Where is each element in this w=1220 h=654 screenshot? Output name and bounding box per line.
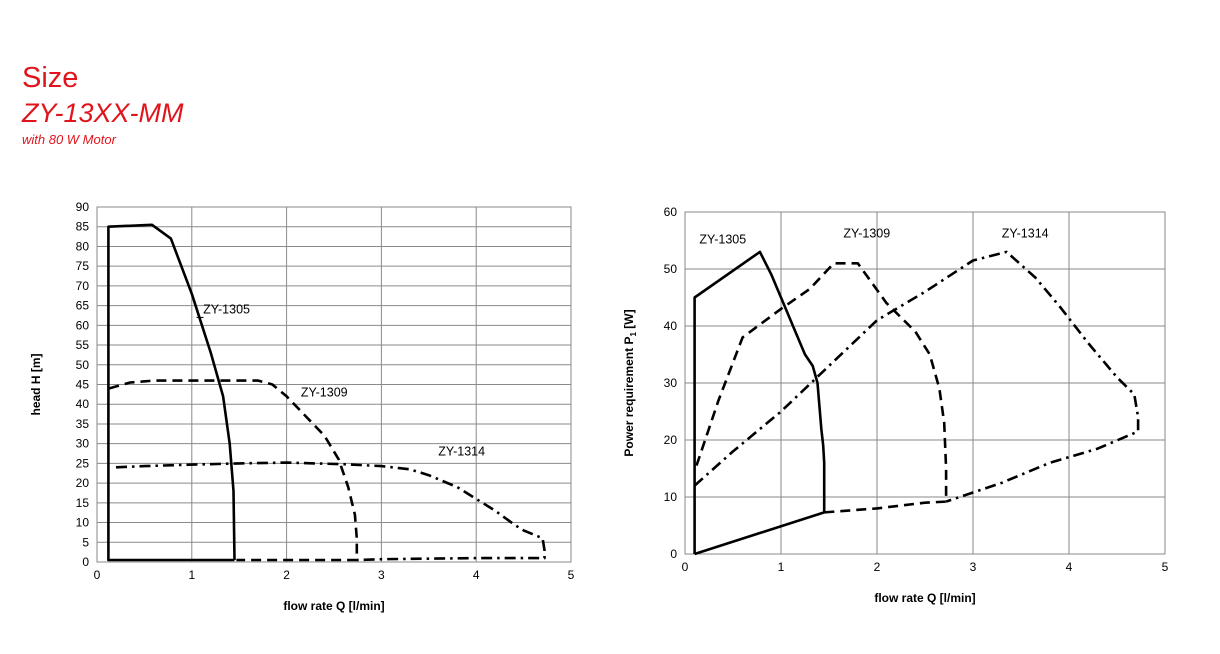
y-tick-label: 40 bbox=[664, 319, 678, 333]
series-line-zy-1305 bbox=[693, 250, 826, 556]
y-tick-label: 25 bbox=[76, 456, 90, 470]
y-tick-label: 90 bbox=[76, 200, 90, 214]
model-name: ZY-13XX-MM bbox=[22, 98, 184, 128]
series-line-zy-1309 bbox=[695, 261, 948, 514]
y-tick-label: 5 bbox=[82, 535, 89, 549]
x-tick-label: 0 bbox=[682, 560, 689, 574]
y-tick-label: 35 bbox=[76, 417, 90, 431]
x-axis-label: flow rate Q [l/min] bbox=[283, 599, 384, 613]
y-tick-label: 60 bbox=[76, 318, 90, 332]
y-tick-label: 55 bbox=[76, 338, 90, 352]
series-label-zy-1314: ZY-1314 bbox=[1002, 227, 1049, 241]
x-tick-label: 2 bbox=[874, 560, 881, 574]
y-tick-label: 65 bbox=[76, 299, 90, 313]
x-tick-label: 1 bbox=[778, 560, 785, 574]
y-tick-label: 50 bbox=[76, 358, 90, 372]
y-tick-label: 80 bbox=[76, 239, 90, 253]
y-axis-label-text: Power requirement P bbox=[622, 337, 636, 457]
y-tick-label: 20 bbox=[76, 476, 90, 490]
series-label-zy-1309: ZY-1309 bbox=[301, 385, 348, 399]
y-axis-label-subscript: 1 bbox=[629, 332, 638, 337]
series-label-zy-1309: ZY-1309 bbox=[843, 227, 890, 241]
x-tick-label: 2 bbox=[283, 568, 290, 582]
x-tick-label: 5 bbox=[568, 568, 575, 582]
y-tick-label: 40 bbox=[76, 397, 90, 411]
x-tick-label: 3 bbox=[378, 568, 385, 582]
y-tick-label: 75 bbox=[76, 259, 90, 273]
y-tick-label: 20 bbox=[664, 433, 678, 447]
x-axis-label: flow rate Q [l/min] bbox=[874, 591, 975, 605]
y-tick-label: 0 bbox=[670, 547, 677, 561]
head-chart: 0 1 2 3 4 50510152025303540455055606570758085… bbox=[29, 200, 575, 613]
y-axis-label: Power requirement P1 [W] bbox=[622, 309, 638, 456]
y-axis-label-unit: [W] bbox=[622, 309, 636, 332]
y-tick-label: 10 bbox=[76, 516, 90, 530]
y-tick-label: 50 bbox=[664, 262, 678, 276]
x-tick-label: 3 bbox=[970, 560, 977, 574]
series-line-zy-1305 bbox=[107, 223, 236, 562]
x-tick-label: 4 bbox=[473, 568, 480, 582]
series-line-zy-1309 bbox=[108, 379, 359, 562]
y-tick-label: 60 bbox=[664, 205, 678, 219]
y-tick-label: 30 bbox=[664, 376, 678, 390]
series-label-zy-1305: ZY-1305 bbox=[699, 232, 746, 246]
series-line-zy-1314 bbox=[693, 250, 1140, 503]
y-tick-label: 0 bbox=[82, 555, 89, 569]
y-tick-label: 15 bbox=[76, 496, 90, 510]
y-tick-label: 70 bbox=[76, 279, 90, 293]
x-tick-label: 4 bbox=[1066, 560, 1073, 574]
y-axis-label: head H [m] bbox=[29, 353, 43, 415]
series-label-zy-1314: ZY-1314 bbox=[438, 445, 485, 459]
x-tick-label: 5 bbox=[1162, 560, 1169, 574]
motor-note: with 80 W Motor bbox=[22, 132, 116, 147]
series-label-zy-1305: ZY-1305 bbox=[203, 303, 250, 317]
series-line-zy-1314 bbox=[115, 461, 546, 562]
x-tick-label: 1 bbox=[188, 568, 195, 582]
y-tick-label: 45 bbox=[76, 378, 90, 392]
page-title: Size bbox=[22, 62, 79, 94]
x-tick-label: 0 bbox=[94, 568, 101, 582]
y-tick-label: 10 bbox=[664, 490, 678, 504]
y-axis-label-text: head H [m] bbox=[29, 353, 43, 415]
y-tick-label: 30 bbox=[76, 437, 90, 451]
y-tick-label: 85 bbox=[76, 220, 90, 234]
